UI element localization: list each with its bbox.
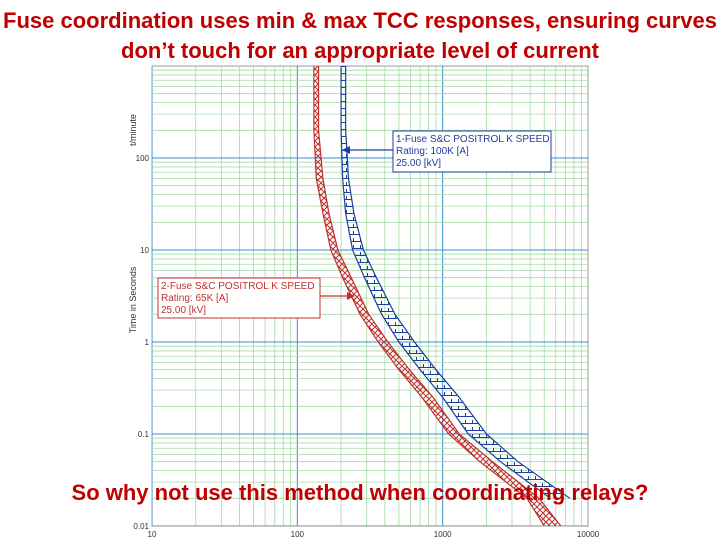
series-max-curve-2 bbox=[317, 66, 562, 526]
series-2-label-line: Rating: 65K [A] bbox=[161, 293, 228, 304]
y-tick-label: 0.1 bbox=[138, 430, 150, 439]
series-1-label-box bbox=[392, 130, 552, 173]
x-tick-label: 100 bbox=[291, 530, 305, 539]
series-2-label-box bbox=[157, 277, 321, 319]
series-max-curve-1 bbox=[345, 66, 571, 499]
series-2-label-line: 2-Fuse S&C POSITROL K SPEED bbox=[161, 281, 315, 292]
series-1-label-line: Rating: 100K [A] bbox=[396, 146, 469, 157]
series-1-arrowhead bbox=[342, 146, 350, 154]
y-tick-label: 0.01 bbox=[133, 522, 149, 531]
series-1-label-line: 1-Fuse S&C POSITROL K SPEED bbox=[396, 134, 550, 145]
y-axis-label: Time in Seconds bbox=[128, 266, 138, 333]
y-tick-label: 100 bbox=[136, 154, 150, 163]
series-band-1 bbox=[341, 66, 570, 499]
y-tick-label: 1 bbox=[145, 338, 150, 347]
series-min-curve-2 bbox=[313, 66, 545, 526]
curves bbox=[313, 66, 571, 526]
y-tick-label: 10 bbox=[140, 246, 149, 255]
series-2-label-line: 25.00 [kV] bbox=[161, 305, 206, 316]
series-2-arrowhead bbox=[347, 292, 355, 300]
x-tick-label: 1000 bbox=[434, 530, 452, 539]
slide-question: So why not use this method when coordina… bbox=[71, 480, 649, 505]
series-min-curve-1 bbox=[340, 66, 551, 499]
x-tick-label: 10000 bbox=[577, 530, 600, 539]
y-unit-label: t/minute bbox=[128, 114, 138, 146]
series-1-label-line: 25.00 [kV] bbox=[396, 158, 441, 169]
x-tick-label: 10 bbox=[148, 530, 157, 539]
ticks: 10 100 1000 10000 0.01 0.1 1 10 100 bbox=[133, 154, 599, 539]
slide-title: Fuse coordination uses min & max TCC res… bbox=[3, 8, 717, 63]
